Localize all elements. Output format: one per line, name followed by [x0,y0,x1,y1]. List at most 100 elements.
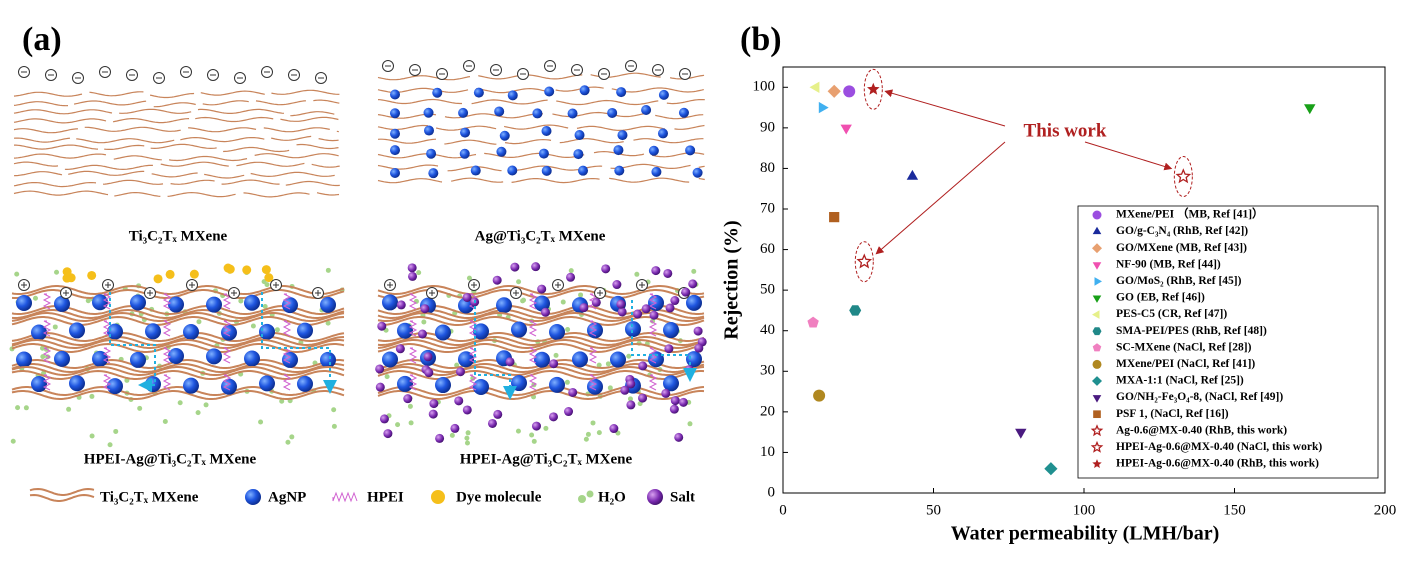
agnp [390,89,400,100]
dye [242,265,252,275]
mxene-sheet [444,139,497,145]
water [238,298,244,304]
hpei [588,347,598,364]
salt [395,344,405,354]
x-tick-label: 50 [926,502,941,518]
water [578,292,584,298]
mxene-sheet [153,102,196,108]
agnp [613,145,624,156]
legend-label: SMA-PEI/PES (RhB, Ref [48]) [1116,325,1267,337]
marker [818,101,829,114]
dye [87,270,97,280]
marker [829,212,840,223]
hpei [102,374,112,391]
hpei [162,347,172,364]
hpei [408,347,418,364]
salt [568,387,578,397]
hpei [468,374,478,391]
salt [377,321,387,331]
salt [612,280,622,290]
mxene-sheet [64,164,153,171]
hpei [42,347,52,364]
mxene-sheet [666,99,705,105]
mxene-sheet [197,108,284,114]
water [564,379,570,385]
marker [1092,395,1102,403]
salt [420,304,430,314]
water [325,267,331,273]
marker [906,169,919,180]
legend-label: HPEI-Ag-0.6@MX-0.40 (RhB, this work) [1116,458,1319,470]
mxene-sheet [674,124,705,130]
agnp [320,296,336,313]
mxene-sheet [180,137,265,143]
mxene-sheet [76,138,175,144]
salt [669,404,679,414]
agnp [473,323,489,340]
mxene-sheet [552,111,647,118]
mxene-sheet [377,138,437,144]
x-tick-label: 0 [779,502,787,518]
mxene-sheet [168,155,248,162]
dye [189,269,199,279]
y-tick-label: 10 [760,444,775,460]
mxene-sheet [377,124,429,131]
caption: HPEI-Ag@Ti₃C₂Tₓ MXene [84,451,257,467]
mxene-sheet [167,191,236,198]
hpei [408,374,418,391]
mxene-sheet [13,137,71,143]
salt [454,396,464,406]
x-axis-title: Water permeability (LMH/bar) [951,523,1219,545]
agnp [587,378,603,395]
agnp [54,295,70,312]
salt [664,344,674,354]
hpei [42,293,52,310]
water [516,279,522,285]
water [531,438,537,444]
water [279,398,285,404]
legend-label: SC-MXene (NaCl, Ref [28]) [1116,341,1252,353]
salt [609,424,619,434]
mxene-sheet [104,144,145,150]
agnp [663,375,679,392]
agnp [579,85,590,96]
water [634,271,640,277]
agnp [549,376,565,393]
mxene-sheet [318,138,339,142]
salt [641,304,651,314]
agnp [567,108,578,119]
agnp [686,351,702,368]
hpei [222,374,232,391]
marker [807,316,819,328]
agnp [390,167,400,178]
mxene-sheet [160,161,229,167]
water [553,352,559,358]
agnp [616,87,627,98]
water [408,420,414,426]
hpei [528,347,538,364]
agnp [382,351,398,368]
mxene-sheet [13,161,59,167]
salt [435,433,445,443]
agnp [658,89,669,100]
agnp [685,145,696,156]
panel-a-legend: Ti₃C₂Tₓ MXene AgNP HPEI Dye molecule H₂O… [100,489,695,505]
water [162,418,168,424]
agnp [320,351,336,368]
water [40,354,46,360]
water [14,271,20,277]
agnp [458,351,474,368]
mxene-sheet [377,178,443,184]
mxene-sheet [84,126,181,132]
legend-label: GO/MXene (MB, Ref [43]) [1116,242,1247,254]
agnp [297,322,313,339]
hpei [162,320,172,337]
hpei [282,374,292,391]
hpei [222,320,232,337]
agnp [532,108,543,119]
mxene-sheet [204,173,245,179]
hpei [222,347,232,364]
hpei [332,491,358,503]
agnp [130,351,146,368]
agnp [54,350,70,367]
